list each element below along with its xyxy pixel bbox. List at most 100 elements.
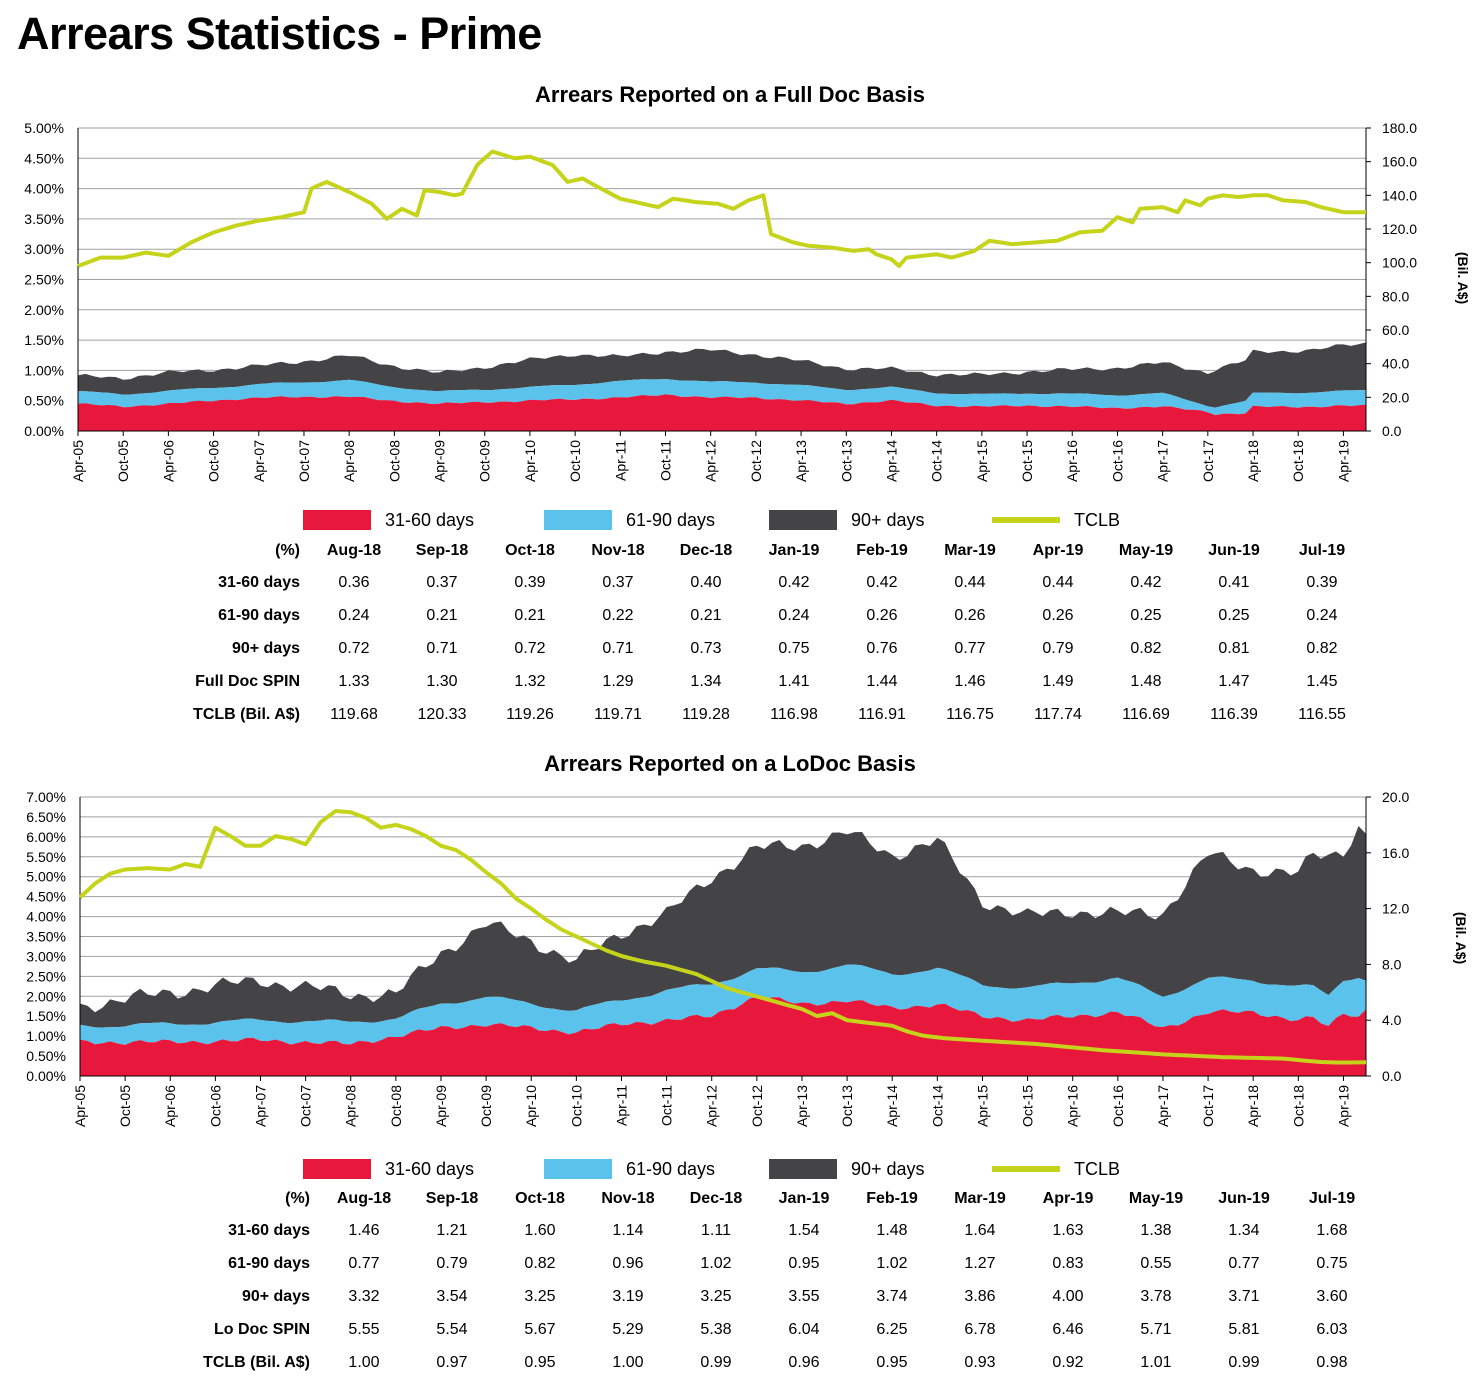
table-cell: 1.38 (1140, 1221, 1172, 1239)
table-cell: 3.55 (788, 1287, 820, 1305)
table-cell: 0.95 (788, 1254, 820, 1272)
y-left-tick-label: 3.50% (26, 929, 66, 945)
table-cell: 0.77 (348, 1254, 380, 1272)
legend-item-31-60-days: 31-60 days (303, 1155, 474, 1183)
table-column-header: Nov-18 (601, 1190, 655, 1207)
table-cell: 1.21 (436, 1221, 468, 1239)
y-left-tick-label: 2.00% (26, 988, 66, 1004)
table-cell: 0.24 (1306, 606, 1338, 624)
table-cell: 0.39 (1306, 573, 1338, 591)
table-cell: 0.42 (1130, 573, 1162, 591)
table-cell: 1.33 (338, 672, 370, 690)
x-tick-label: Oct-16 (1110, 1085, 1126, 1127)
lodoc-chart: 0.00% 0.50% 1.00% 1.50% 2.00% 2.50% 3.00% 3.50%… (26, 789, 1469, 1127)
legend-item-61-90-days: 61-90 days (544, 1155, 715, 1183)
table-cell: 0.77 (954, 639, 986, 657)
x-tick-label: Oct-11 (658, 440, 674, 481)
table-cell: 1.02 (876, 1254, 908, 1272)
table-cell: 5.54 (436, 1320, 468, 1338)
legend-label: 31-60 days (385, 509, 475, 530)
x-tick-label: Oct-06 (206, 440, 222, 482)
table-cell: 5.29 (612, 1320, 644, 1338)
table-cell: 1.29 (602, 672, 634, 690)
table-cell: 1.14 (612, 1221, 644, 1239)
table-row-label: Lo Doc SPIN (213, 1320, 310, 1338)
table-row: 90+ days 0.72 0.71 0.72 0.71 0.73 0.75 0.76 0.77… (170, 632, 1366, 665)
table-column-header: Jul-19 (1308, 1190, 1356, 1207)
table-cell: 3.71 (1228, 1287, 1260, 1305)
table-cell: 0.37 (426, 573, 458, 591)
chart-title-lodoc: Arrears Reported on a LoDoc Basis (544, 751, 916, 776)
x-tick-label: Oct-11 (659, 1085, 675, 1126)
x-tick-label: Apr-16 (1065, 1085, 1081, 1127)
table-cell: 0.25 (1130, 606, 1162, 624)
legend-item-90-days: 90+ days (769, 1155, 925, 1183)
table-cell: 0.75 (1316, 1254, 1348, 1272)
x-tick-label: Oct-10 (568, 1085, 584, 1127)
table-cell: 6.03 (1316, 1320, 1348, 1338)
table-row: Lo Doc SPIN 5.55 5.54 5.67 5.29 5.38 6.04 6.25 6… (180, 1313, 1376, 1346)
x-tick-label: Oct-10 (567, 440, 583, 482)
table-cell: 0.82 (1306, 639, 1338, 657)
table-column-header: Sep-18 (415, 542, 469, 559)
y-left-tick-label: 1.50% (26, 1008, 66, 1024)
legend-swatch (769, 510, 837, 530)
x-tick-label: Apr-17 (1155, 440, 1171, 482)
y-left-tick-label: 3.50% (24, 211, 64, 227)
table-cell: 0.95 (524, 1353, 556, 1371)
y-left-tick-label: 0.50% (24, 393, 64, 409)
y-left-tick-label: 2.00% (24, 302, 64, 318)
legend-item-90-days: 90+ days (769, 506, 925, 534)
table-cell: 0.79 (1042, 639, 1074, 657)
legend-swatch (544, 1159, 612, 1179)
y-right-tick-label: 120.0 (1382, 221, 1417, 237)
x-tick-label: Oct-05 (117, 1085, 133, 1127)
table-cell: 3.25 (524, 1287, 556, 1305)
table-cell: 0.42 (778, 573, 810, 591)
table-row-label: TCLB (Bil. A$) (203, 1353, 310, 1371)
y-left-tick-label: 5.50% (26, 849, 66, 865)
table-cell: 0.72 (514, 639, 546, 657)
table-row: 61-90 days 0.24 0.21 0.21 0.22 0.21 0.24 0.26 0.… (170, 599, 1366, 632)
table-cell: 0.93 (964, 1353, 996, 1371)
table-cell: 1.46 (954, 672, 986, 690)
legend-item-tclb: TCLB (992, 1155, 1120, 1183)
table-cell: 4.00 (1052, 1287, 1084, 1305)
y-left-tick-label: 4.50% (24, 150, 64, 166)
table-cell: 1.41 (778, 672, 810, 690)
x-tick-label: Oct-05 (115, 440, 131, 482)
table-cell: 0.98 (1316, 1353, 1348, 1371)
y-right-tick-label: 20.0 (1382, 389, 1409, 405)
x-tick-label: Apr-13 (793, 440, 809, 482)
table-column-header: Nov-18 (591, 542, 645, 559)
legend-swatch (992, 517, 1060, 523)
y-left-tick-label: 6.50% (26, 809, 66, 825)
x-tick-label: Apr-07 (252, 1085, 268, 1127)
table-column-header: Oct-18 (505, 542, 555, 559)
y-right-tick-label: 40.0 (1382, 356, 1409, 372)
y-left-tick-label: 2.50% (26, 968, 66, 984)
table-cell: 0.36 (338, 573, 370, 591)
table-row-label: 61-90 days (218, 606, 300, 624)
lodoc-legend: 31-60 days 61-90 days 90+ days TCLB (0, 1155, 1480, 1185)
table-cell: 116.69 (1122, 705, 1170, 723)
area-90-days (78, 342, 1366, 408)
table-column-header: May-19 (1118, 542, 1174, 559)
x-tick-label: Oct-08 (386, 440, 402, 482)
table-row: 31-60 days 1.46 1.21 1.60 1.14 1.11 1.54 1.48 1.… (180, 1214, 1376, 1247)
table-cell: 1.00 (612, 1353, 644, 1371)
table-cell: 0.92 (1052, 1353, 1084, 1371)
y-right-tick-label: 20.0 (1382, 789, 1409, 805)
y-left-tick-label: 4.00% (24, 181, 64, 197)
legend-label: TCLB (1074, 509, 1121, 530)
table-cell: 0.99 (1228, 1353, 1260, 1371)
table-column-header: Feb-19 (866, 1190, 918, 1207)
table-cell: 6.25 (876, 1320, 908, 1338)
table-cell: 120.33 (417, 705, 467, 723)
table-cell: 1.49 (1042, 672, 1074, 690)
x-tick-label: Apr-09 (432, 440, 448, 482)
table-row-label: 90+ days (231, 639, 300, 657)
table-row-label: 61-90 days (228, 1254, 310, 1272)
table-cell: 0.26 (866, 606, 898, 624)
area-90-days (80, 826, 1366, 1028)
